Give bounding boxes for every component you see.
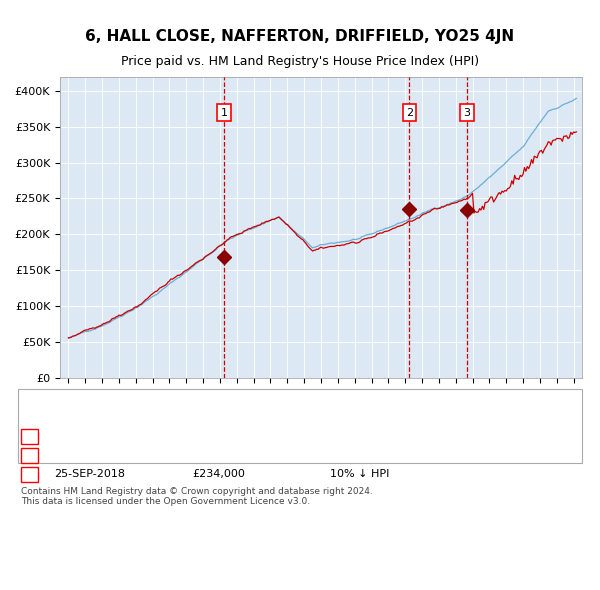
Text: ——: ——: [36, 408, 64, 422]
Text: 2: 2: [26, 451, 33, 460]
Text: Contains HM Land Registry data © Crown copyright and database right 2024.
This d: Contains HM Land Registry data © Crown c…: [21, 487, 373, 506]
Text: £234,000: £234,000: [192, 470, 245, 479]
Text: HPI: Average price, detached house, East Riding of Yorkshire: HPI: Average price, detached house, East…: [66, 411, 382, 420]
Text: £168,000: £168,000: [192, 432, 245, 441]
Text: 1: 1: [221, 108, 227, 118]
Text: 25-SEP-2018: 25-SEP-2018: [54, 470, 125, 479]
Text: 1: 1: [26, 432, 33, 441]
Text: 3: 3: [26, 470, 33, 479]
Text: ——: ——: [36, 393, 64, 407]
Text: 6, HALL CLOSE, NAFFERTON, DRIFFIELD, YO25 4JN: 6, HALL CLOSE, NAFFERTON, DRIFFIELD, YO2…: [85, 30, 515, 44]
Text: 3: 3: [463, 108, 470, 118]
Text: £235,000: £235,000: [192, 451, 245, 460]
Text: 02-APR-2004: 02-APR-2004: [54, 432, 126, 441]
Text: 2: 2: [406, 108, 413, 118]
Text: 2% ↓ HPI: 2% ↓ HPI: [330, 432, 383, 441]
Text: 6% ↑ HPI: 6% ↑ HPI: [330, 451, 382, 460]
Text: 07-APR-2015: 07-APR-2015: [54, 451, 125, 460]
Text: 10% ↓ HPI: 10% ↓ HPI: [330, 470, 389, 479]
Text: 6, HALL CLOSE, NAFFERTON, DRIFFIELD, YO25 4JN (detached house): 6, HALL CLOSE, NAFFERTON, DRIFFIELD, YO2…: [66, 395, 421, 405]
Text: Price paid vs. HM Land Registry's House Price Index (HPI): Price paid vs. HM Land Registry's House …: [121, 55, 479, 68]
